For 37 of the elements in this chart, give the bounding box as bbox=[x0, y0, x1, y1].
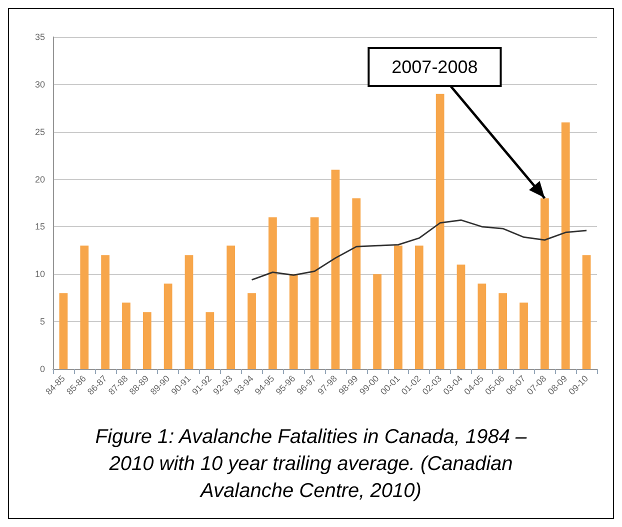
bar bbox=[248, 293, 256, 369]
bar bbox=[101, 255, 110, 369]
bar bbox=[561, 122, 570, 369]
bar bbox=[226, 246, 236, 369]
bar bbox=[540, 198, 549, 369]
line-series bbox=[251, 219, 588, 281]
bar bbox=[164, 284, 172, 369]
bar bbox=[436, 94, 444, 369]
bar bbox=[352, 198, 361, 369]
bar bbox=[268, 217, 277, 369]
bar bbox=[373, 274, 382, 369]
annotation: 2007-2008 bbox=[392, 57, 478, 77]
bar bbox=[122, 302, 130, 369]
bar bbox=[80, 246, 89, 369]
bar bbox=[582, 255, 591, 369]
bar bbox=[289, 274, 298, 369]
bar bbox=[478, 284, 486, 369]
bar bbox=[142, 312, 152, 369]
y-tick-label: 30 bbox=[34, 79, 45, 90]
y-tick-label: 35 bbox=[34, 32, 45, 42]
bar bbox=[331, 170, 340, 369]
y-tick-label: 0 bbox=[40, 364, 45, 374]
bar bbox=[310, 217, 319, 369]
y-tick-label: 5 bbox=[40, 316, 45, 327]
y-tick-label: 15 bbox=[34, 222, 45, 232]
caption: Figure 1: Avalanche Fatalities in Canada, 1984 – 2010 with 10 year trailing average. (Canadian Avalanche Centre, 2010) bbox=[94, 425, 528, 504]
y-tick-label: 25 bbox=[34, 126, 45, 137]
y-tick-label: 20 bbox=[34, 174, 45, 184]
bar bbox=[184, 255, 194, 369]
bar bbox=[206, 312, 214, 369]
bar bbox=[414, 246, 424, 369]
bar bbox=[59, 293, 68, 369]
bar bbox=[520, 302, 528, 369]
bar bbox=[498, 293, 508, 369]
bar bbox=[456, 264, 466, 369]
bar bbox=[394, 246, 402, 369]
y-tick-label: 10 bbox=[34, 269, 45, 280]
